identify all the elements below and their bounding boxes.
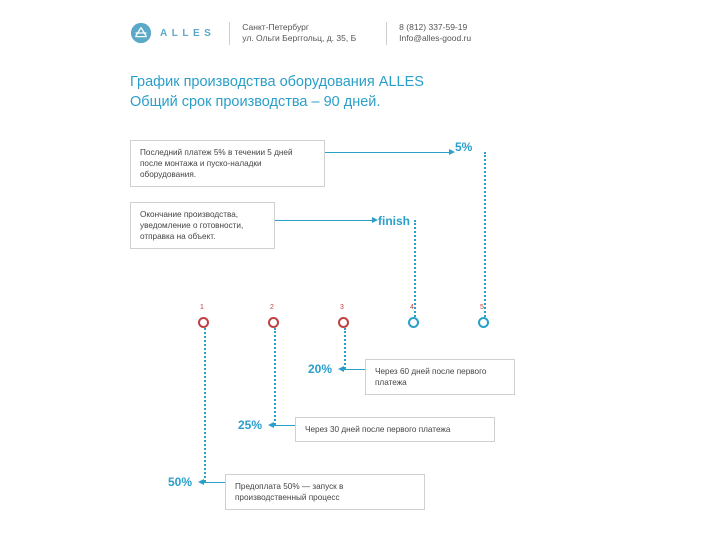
header-phone: 8 (812) 337-59-19 [399,22,471,33]
stage-box: Через 60 дней после первого платежа [365,359,515,395]
arrowhead-icon [268,422,274,428]
title-line-2: Общий срок производства – 90 дней. [130,93,650,113]
stage-label: 20% [308,362,332,376]
logo-letter: A [160,28,168,39]
logo-letter: L [172,28,179,39]
connector-vline [204,328,206,482]
stage-label: 25% [238,418,262,432]
connector-hline [272,425,295,426]
connector-hline [202,482,225,483]
header-contact: 8 (812) 337-59-19 Info@alles-good.ru [386,22,471,45]
header-street: ул. Ольги Берггольц, д. 35, Б [242,33,356,44]
arrowhead-icon [449,149,455,155]
logo-mark-icon [130,22,152,44]
stage-box: Предоплата 50% — запуск в производственн… [225,474,425,510]
stage-label: 5% [455,140,472,154]
logo: ALLES [130,22,211,44]
stage-box: Последний платеж 5% в течении 5 дней пос… [130,140,325,187]
header-email: Info@alles-good.ru [399,33,471,44]
header-address: Санкт-Петербург ул. Ольги Берггольц, д. … [229,22,368,45]
logo-letter: S [204,28,211,39]
logo-letter: E [193,28,200,39]
timeline-marker [268,317,279,328]
stage-box: Через 30 дней после первого платежа [295,417,495,442]
header-city: Санкт-Петербург [242,22,356,33]
connector-vline [344,328,346,369]
connector-vline [484,152,486,317]
page: ALLES Санкт-Петербург ул. Ольги Бергголь… [0,0,720,540]
connector-hline [275,220,374,221]
timeline-marker [338,317,349,328]
timeline-marker-num: 1 [200,304,204,311]
stage-label: 50% [168,475,192,489]
arrowhead-icon [198,479,204,485]
arrowhead-icon [372,217,378,223]
header: ALLES Санкт-Петербург ул. Ольги Бергголь… [130,22,650,45]
page-title: График производства оборудования ALLES О… [130,73,650,112]
timeline-marker-num: 2 [270,304,274,311]
timeline-marker [478,317,489,328]
timeline-canvas: 123455%Последний платеж 5% в течении 5 д… [130,122,650,522]
timeline-marker-num: 3 [340,304,344,311]
stage-label: finish [378,214,410,228]
logo-text: ALLES [160,28,211,39]
connector-vline [414,220,416,317]
title-line-1: График производства оборудования ALLES [130,73,650,93]
arrowhead-icon [338,366,344,372]
connector-vline [274,328,276,425]
connector-hline [325,152,451,153]
timeline-marker [408,317,419,328]
logo-letter: L [182,28,189,39]
connector-hline [342,369,365,370]
stage-box: Окончание производства, уведомление о го… [130,202,275,249]
timeline-marker [198,317,209,328]
